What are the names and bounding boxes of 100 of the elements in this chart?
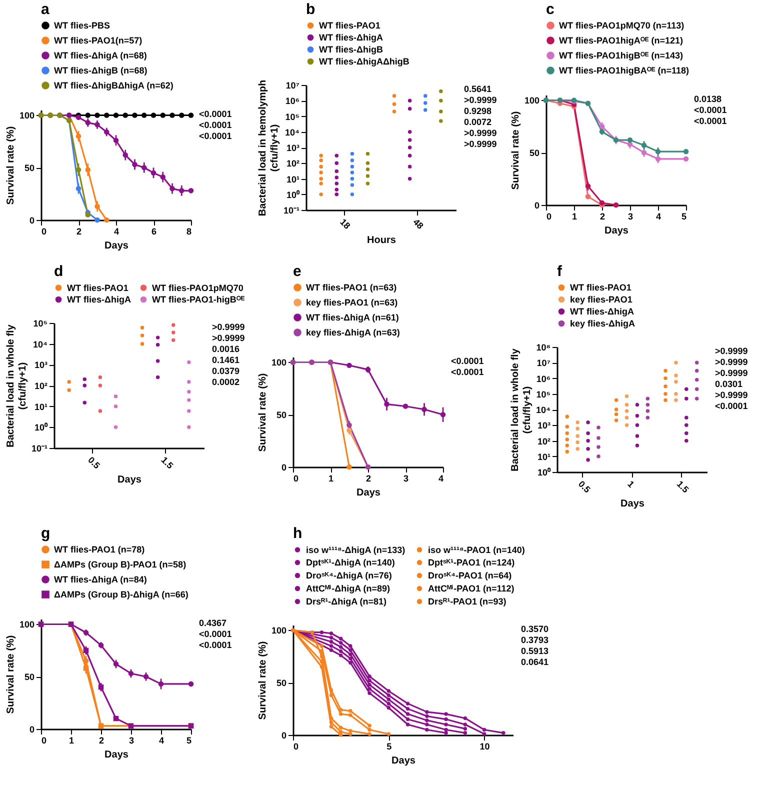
text: 0.3570 xyxy=(521,624,549,634)
text: <0.0001 xyxy=(199,629,232,639)
y-tick-label: 100 xyxy=(19,110,34,121)
x-tick-label: 2 xyxy=(76,226,82,236)
x-tick-label: 4 xyxy=(114,226,120,236)
x-axis-title: Days xyxy=(620,498,645,510)
legend-label: key flies-ΔhigA (n=63) xyxy=(306,328,400,338)
y-axis-title: Bacterial load in hemolymph (cfu/fly+1) xyxy=(257,80,280,216)
legend-label: WT flies-ΔhigB (n=68) xyxy=(54,66,148,76)
text: <0.0001 xyxy=(451,367,484,377)
y-tick-label: 10³ xyxy=(286,143,300,153)
y-tick-label: 10² xyxy=(34,381,48,391)
y-tick-label: 10⁻¹ xyxy=(31,444,48,454)
y-tick-label: 10⁴ xyxy=(536,405,550,415)
y-tick-label: 10⁰ xyxy=(34,422,48,433)
x-axis-title: Days xyxy=(118,474,142,486)
legend-label: ΔAMPs (Group B)-PAO1 (n=58) xyxy=(54,560,186,570)
legend-label: WT flies-PAO1pMQ70 (n=113) xyxy=(559,20,684,30)
text: 0.0138 xyxy=(694,94,722,104)
legend-label: WT flies-PAO1(n=57) xyxy=(54,36,142,46)
text: 0.0002 xyxy=(212,377,240,387)
chart-title: b xyxy=(306,1,316,18)
text: <0.0001 xyxy=(694,116,727,126)
text: >0.9999 xyxy=(715,346,748,356)
x-tick-label: 3 xyxy=(403,474,409,484)
x-tick-label: 1 xyxy=(572,212,578,222)
legend-label: WT flies-PAO1higBAᴼᴱ (n=118) xyxy=(559,66,690,76)
y-tick-label: 0 xyxy=(534,200,540,210)
x-axis-title: Days xyxy=(356,488,381,498)
chart-title: c xyxy=(546,1,554,18)
legend-label: WT flies-PBS xyxy=(54,20,110,30)
text: >0.9999 xyxy=(464,128,497,138)
x-tick-label: 4 xyxy=(656,212,662,222)
chart-title: f xyxy=(557,263,563,280)
text: >0.9999 xyxy=(715,390,748,400)
legend-label: WT flies-PAO1higAᴼᴱ (n=121) xyxy=(559,36,684,46)
y-axis-title: Bacterial load in whole fly (cfu/fly+1) xyxy=(5,324,28,448)
text: <0.0001 xyxy=(694,105,727,115)
y-tick-label: 50 xyxy=(24,672,34,682)
legend-label: Drsᴿ¹-PAO1 (n=93) xyxy=(428,596,506,606)
legend-label: key flies-ΔhigA xyxy=(570,318,636,328)
legend-label: WT flies-PAO1 (n=63) xyxy=(306,282,397,292)
y-tick-label: 100 xyxy=(524,96,540,106)
legend-label: WT flies-ΔhigA (n=61) xyxy=(306,312,399,322)
chart-title: g xyxy=(41,525,50,542)
x-tick-label: 0.5 xyxy=(86,454,102,471)
y-tick-label: 10⁷ xyxy=(286,80,300,90)
legend-label: WT flies-ΔhigBΔhigA (n=62) xyxy=(54,80,174,90)
legend-label: WT flies-PAO1 (n=78) xyxy=(54,544,145,554)
x-tick-label: 3 xyxy=(628,212,634,222)
legend-label: Drsᴿ¹-ΔhigA (n=81) xyxy=(306,596,387,606)
text: >0.9999 xyxy=(212,322,245,332)
legend-label: AttCᴹⁱ-ΔhigA (n=89) xyxy=(306,584,390,594)
y-tick-label: 10¹ xyxy=(537,452,550,462)
y-tick-label: 50 xyxy=(24,163,34,174)
y-tick-label: 10⁸ xyxy=(536,342,550,352)
y-axis-title: Survival rate (%) xyxy=(257,373,268,452)
y-tick-label: 100 xyxy=(19,620,34,630)
x-tick-label: 4 xyxy=(158,736,164,746)
text: 0.0301 xyxy=(715,379,743,389)
text: 0.0379 xyxy=(212,366,240,376)
x-tick-label: 6 xyxy=(151,226,157,236)
y-tick-label: 10⁰ xyxy=(537,468,552,478)
text: <0.0001 xyxy=(451,356,484,366)
y-tick-label: 10⁷ xyxy=(536,358,551,368)
legend-label: WT flies-ΔhigA xyxy=(67,294,132,304)
text: <0.0001 xyxy=(715,401,748,411)
x-axis-title: Days xyxy=(104,240,129,252)
x-tick-label: 18 xyxy=(338,216,352,231)
x-axis-title: Hours xyxy=(367,234,396,246)
x-tick-label: 10 xyxy=(480,742,490,752)
y-axis-title: Survival rate (%) xyxy=(257,641,268,720)
text: >0.9999 xyxy=(464,139,497,149)
x-tick-label: 2 xyxy=(366,474,372,484)
legend-label: iso w¹¹¹⁸-ΔhigA (n=133) xyxy=(306,544,406,555)
text: 0.0641 xyxy=(521,657,549,667)
chart-title: d xyxy=(54,263,64,280)
y-axis-title: Survival rate (%) xyxy=(5,635,16,714)
legend-label: WT flies-ΔhigAΔhigB xyxy=(319,56,410,66)
x-tick-label: 1 xyxy=(68,736,74,746)
chart-title: a xyxy=(41,1,50,18)
y-axis-title: Bacterial load in whole fly (cfu/fly+1) xyxy=(510,348,534,472)
legend-label: AttCᴹⁱ-PAO1 (n=112) xyxy=(428,584,514,594)
x-axis-title: Days xyxy=(604,226,629,236)
x-tick-label: 1.5 xyxy=(159,454,176,471)
y-tick-label: 50 xyxy=(529,148,540,158)
x-tick-label: 5 xyxy=(386,742,392,752)
text: 0.5913 xyxy=(521,646,549,656)
x-tick-label: 4 xyxy=(438,474,444,484)
text: <0.0001 xyxy=(199,109,232,119)
x-axis-title: Days xyxy=(104,750,129,760)
legend-label: WT flies-PAO1 xyxy=(67,282,128,293)
y-tick-label: 10⁰ xyxy=(286,190,300,200)
y-tick-label: 10⁵ xyxy=(536,389,550,400)
y-tick-label: 0 xyxy=(29,724,34,734)
legend-label: iso w¹¹¹⁸-PAO1 (n=140) xyxy=(428,544,525,555)
y-tick-label: 10⁵ xyxy=(285,112,300,122)
x-tick-label: 2 xyxy=(600,212,606,222)
legend-label: WT flies-ΔhigA (n=84) xyxy=(54,574,147,584)
legend-label: Dptˢᴷ¹-PAO1 (n=124) xyxy=(428,558,515,568)
